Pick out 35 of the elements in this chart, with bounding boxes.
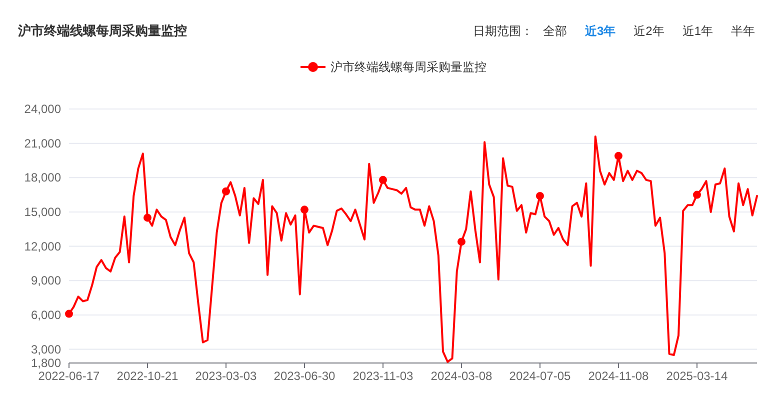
x-tick-label: 2022-06-17 bbox=[38, 369, 100, 383]
point bbox=[143, 214, 152, 222]
point bbox=[222, 187, 230, 196]
y-tick-label: 21,000 bbox=[24, 136, 62, 150]
x-tick-label: 2023-03-03 bbox=[195, 369, 258, 383]
point bbox=[65, 310, 73, 318]
point bbox=[536, 192, 544, 200]
y-tick-label: 15,000 bbox=[24, 204, 62, 219]
point bbox=[457, 238, 466, 246]
y-tick-label: 1,800 bbox=[30, 356, 62, 370]
point bbox=[614, 152, 622, 160]
y-tick-label: 9,000 bbox=[30, 274, 62, 288]
y-tick-label: 18,000 bbox=[24, 170, 62, 185]
y-tick-label: 6,000 bbox=[30, 308, 62, 322]
x-tick-label: 2024-07-05 bbox=[509, 369, 571, 383]
text: 近2年 bbox=[634, 24, 664, 38]
x-tick-label: 2022-10-21 bbox=[116, 369, 179, 383]
text: 日期范围： bbox=[472, 24, 533, 38]
text: 半年 bbox=[731, 24, 755, 38]
point bbox=[378, 176, 387, 184]
point bbox=[300, 206, 308, 214]
text: 近1年 bbox=[682, 24, 713, 38]
y-tick-label: 24,000 bbox=[24, 102, 62, 116]
point bbox=[692, 190, 701, 199]
text: 全部 bbox=[542, 24, 567, 38]
text: 近3年 bbox=[584, 24, 616, 38]
chart-title: 沪市终端线螺每周采购量监控 bbox=[17, 23, 187, 38]
x-tick-label: 2023-06-30 bbox=[274, 369, 336, 383]
legend-label: 沪市终端线螺每周采购量监控 bbox=[330, 60, 486, 74]
y-tick-label: 12,000 bbox=[24, 239, 62, 254]
x-tick-label: 2024-11-08 bbox=[588, 369, 650, 383]
x-tick-label: 2024-03-08 bbox=[430, 369, 492, 383]
x-tick-label: 2025-03-14 bbox=[666, 369, 728, 383]
y-tick-label: 3,000 bbox=[30, 342, 62, 356]
x-tick-label: 2023-11-03 bbox=[352, 369, 414, 383]
